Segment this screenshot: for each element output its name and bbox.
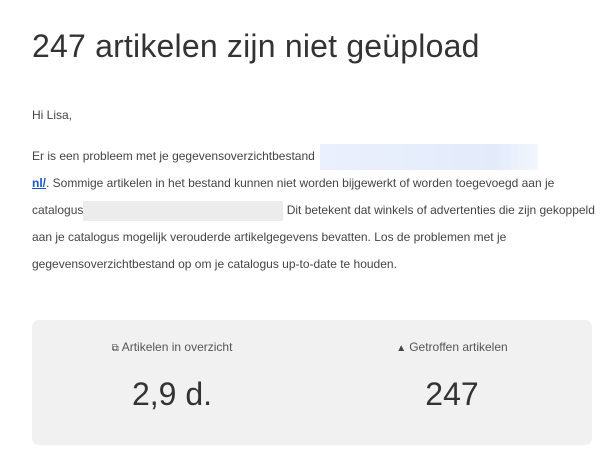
message-body: Er is een probleem met je gegevensoverzi…: [32, 143, 598, 278]
stat-value: 247: [425, 376, 479, 412]
greeting: Hi Lisa,: [32, 108, 73, 122]
redacted-link[interactable]: [320, 143, 539, 170]
stats-panel: ⧉ Artikelen in overzicht 2,9 d. ▲ Getroffe…: [32, 320, 592, 445]
warning-icon: ▲: [396, 343, 407, 354]
body-text: Er is een probleem met je gegevensoverzi…: [32, 149, 319, 163]
stat-items-in-feed: ⧉ Artikelen in overzicht 2,9 d.: [32, 320, 312, 445]
feed-link[interactable]: nl/: [32, 176, 46, 190]
stat-affected-items: ▲ Getroffen artikelen 247: [312, 320, 592, 445]
stat-value: 2,9 d.: [131, 376, 213, 412]
stacked-items-icon: ⧉: [111, 343, 119, 354]
page-title: 247 artikelen zijn niet geüpload: [32, 28, 480, 64]
redacted-catalog-name: [83, 200, 284, 221]
body-text: . Sommige artikelen in het bestand kunne…: [32, 176, 555, 217]
stat-label: Artikelen in overzicht: [121, 340, 233, 354]
stat-label: Getroffen artikelen: [409, 340, 508, 354]
body-text: Dit betekent dat winkels of advertenties…: [32, 203, 595, 271]
